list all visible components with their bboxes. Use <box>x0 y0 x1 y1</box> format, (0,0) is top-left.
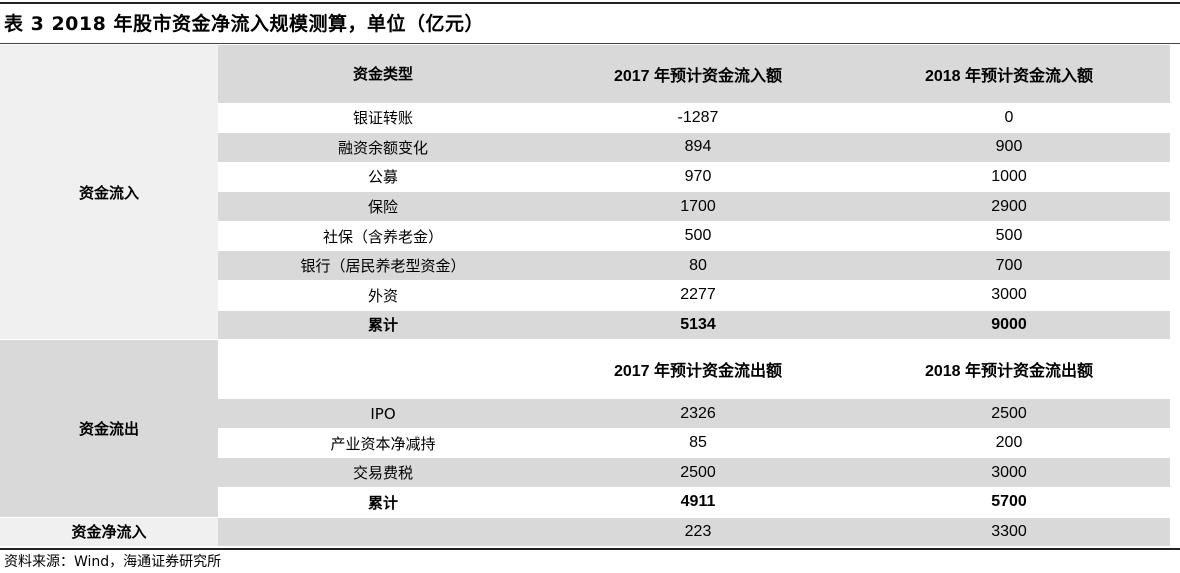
category-cell: 交易费税 <box>218 457 548 489</box>
capital-flow-table: 资金流入 资金类型 2017 年预计资金流入额 2018 年预计资金流入额 银证转账 -1… <box>0 45 1170 547</box>
net-inflow-value: 223 <box>548 517 848 547</box>
top-rule <box>0 2 1180 4</box>
category-cell: 社保（含养老金） <box>218 221 548 252</box>
bottom-rule <box>0 548 1180 550</box>
category-cell: IPO <box>218 398 548 429</box>
outflow-total-row: 累计 4911 5700 <box>0 487 1170 518</box>
value-cell: 700 <box>848 250 1170 282</box>
table-row: 融资余额变化 894 900 <box>0 132 1170 163</box>
outflow-group-label: 资金流出 <box>0 339 218 518</box>
column-header: 2018 年预计资金流出额 <box>848 339 1170 400</box>
category-cell: 产业资本净减持 <box>218 428 548 459</box>
value-cell: 3000 <box>848 280 1170 311</box>
table-row: 外资 2277 3000 <box>0 280 1170 311</box>
inflow-group-label: 资金流入 <box>0 45 218 341</box>
table-row: 交易费税 2500 3000 <box>0 457 1170 489</box>
value-cell: 900 <box>848 132 1170 163</box>
table-row: 社保（含养老金） 500 500 <box>0 221 1170 252</box>
net-inflow-label: 资金净流入 <box>0 517 218 547</box>
title-rule <box>0 43 1180 44</box>
value-cell: -1287 <box>548 103 848 134</box>
column-header: 2017 年预计资金流出额 <box>548 339 848 400</box>
table-row: 产业资本净减持 85 200 <box>0 428 1170 459</box>
value-cell: 2500 <box>548 457 848 489</box>
value-cell: 2277 <box>548 280 848 311</box>
table-row: 公募 970 1000 <box>0 162 1170 193</box>
net-inflow-row: 资金净流入 223 3300 <box>0 517 1170 547</box>
total-value: 4911 <box>548 487 848 518</box>
category-cell: 外资 <box>218 280 548 311</box>
column-header: 资金类型 <box>218 45 548 104</box>
value-cell: 500 <box>848 221 1170 252</box>
total-value: 5700 <box>848 487 1170 518</box>
value-cell: 85 <box>548 428 848 459</box>
total-value: 5134 <box>548 310 848 341</box>
table-row: 银行（居民养老型资金） 80 700 <box>0 250 1170 282</box>
value-cell: 2900 <box>848 191 1170 222</box>
total-label: 累计 <box>218 310 548 341</box>
net-inflow-value <box>218 517 548 547</box>
inflow-header-row: 资金流入 资金类型 2017 年预计资金流入额 2018 年预计资金流入额 <box>0 45 1170 341</box>
table-row: 保险 1700 2900 <box>0 191 1170 222</box>
value-cell: 2500 <box>848 398 1170 429</box>
value-cell: 2326 <box>548 398 848 429</box>
category-cell: 银证转账 <box>218 103 548 134</box>
category-cell: 融资余额变化 <box>218 132 548 163</box>
value-cell: 970 <box>548 162 848 193</box>
column-header <box>218 339 548 400</box>
value-cell: 200 <box>848 428 1170 459</box>
value-cell: 3000 <box>848 457 1170 489</box>
category-cell: 公募 <box>218 162 548 193</box>
value-cell: 1000 <box>848 162 1170 193</box>
table-title: 表 3 2018 年股市资金净流入规模测算，单位（亿元） <box>4 13 484 35</box>
value-cell: 80 <box>548 250 848 282</box>
column-header: 2018 年预计资金流入额 <box>848 45 1170 104</box>
table-row: 银证转账 -1287 0 <box>0 103 1170 134</box>
column-header: 2017 年预计资金流入额 <box>548 45 848 104</box>
source-note: 资料来源：Wind，海通证券研究所 <box>4 554 222 570</box>
total-label: 累计 <box>218 487 548 518</box>
category-cell: 银行（居民养老型资金） <box>218 250 548 282</box>
outflow-header-row: 资金流出 2017 年预计资金流出额 2018 年预计资金流出额 <box>0 339 1170 518</box>
inflow-total-row: 累计 5134 9000 <box>0 310 1170 341</box>
value-cell: 0 <box>848 103 1170 134</box>
table-row: IPO 2326 2500 <box>0 398 1170 429</box>
value-cell: 1700 <box>548 191 848 222</box>
value-cell: 894 <box>548 132 848 163</box>
total-value: 9000 <box>848 310 1170 341</box>
value-cell: 500 <box>548 221 848 252</box>
category-cell: 保险 <box>218 191 548 222</box>
net-inflow-value: 3300 <box>848 517 1170 547</box>
